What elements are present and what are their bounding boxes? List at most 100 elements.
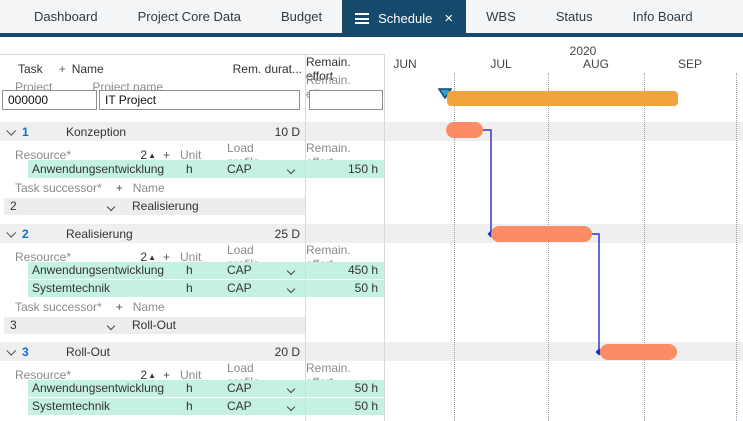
successor-name-cell: Realisierung <box>132 199 199 213</box>
resource-row[interactable]: Systemtechnik h CAP 50 h <box>0 397 743 415</box>
resource-row[interactable]: Anwendungsentwicklung h CAP 450 h <box>0 261 743 279</box>
add-resource-button[interactable]: + <box>162 368 170 382</box>
successor-name-cell: Roll-Out <box>132 318 177 332</box>
task-rem-duration: 20 D <box>274 344 300 359</box>
collapse-task-icon[interactable] <box>6 345 17 356</box>
gantt-bar-project[interactable] <box>447 91 678 106</box>
column-separator <box>384 54 385 421</box>
tab-schedule-active[interactable]: Schedule × <box>342 0 467 37</box>
tab-budget[interactable]: Budget <box>280 9 323 24</box>
sort-asc-icon: ▲ <box>148 252 156 262</box>
gantt-bar-roll-out[interactable] <box>600 344 677 360</box>
tab-project-core-data[interactable]: Project Core Data <box>137 9 241 24</box>
resource-remain-effort-cell[interactable]: 150 h <box>306 159 384 178</box>
resource-load-profile-cell[interactable]: CAP <box>227 281 252 295</box>
resource-name-cell[interactable]: Anwendungsentwicklung <box>32 161 165 176</box>
add-task-button[interactable]: + <box>58 62 66 76</box>
sort-indicator[interactable]: 2 ▲ <box>140 368 156 382</box>
collapse-task-icon[interactable] <box>6 227 17 238</box>
task-name: Realisierung <box>66 226 133 241</box>
task-rem-duration: 25 D <box>274 226 300 241</box>
resource-remain-effort-cell[interactable]: 450 h <box>306 261 384 279</box>
col-header-task-successor: Task successor* <box>15 299 102 314</box>
project-id-input[interactable] <box>2 90 97 110</box>
task-number: 3 <box>22 344 29 359</box>
task-row[interactable]: 3 Roll-Out 20 D <box>0 342 743 361</box>
sort-indicator[interactable]: 2 ▲ <box>140 148 156 162</box>
col-header-task: Task <box>18 62 43 76</box>
task-number: 1 <box>22 124 29 139</box>
tab-bar: Dashboard Project Core Data Budget Sched… <box>0 0 743 37</box>
successor-number-cell[interactable]: 3 <box>10 318 17 332</box>
tab-status[interactable]: Status <box>555 9 593 24</box>
project-name-input[interactable] <box>99 90 300 110</box>
tab-dashboard[interactable]: Dashboard <box>34 9 98 24</box>
tab-info-board[interactable]: Info Board <box>632 9 693 24</box>
project-row <box>0 89 743 111</box>
successor-number-cell[interactable]: 2 <box>10 199 17 213</box>
resource-name-cell[interactable]: Anwendungsentwicklung <box>32 263 165 277</box>
resource-load-profile-cell[interactable]: CAP <box>227 161 252 176</box>
resource-row[interactable]: Anwendungsentwicklung h CAP 150 h <box>0 159 743 178</box>
sort-asc-icon: ▲ <box>148 150 156 160</box>
project-remain-effort-input[interactable] <box>309 90 383 110</box>
resource-load-profile-cell[interactable]: CAP <box>227 263 252 277</box>
schedule-view: Task + Name Rem. durat... Remain. effort… <box>0 37 743 421</box>
gantt-bar-realisierung[interactable] <box>491 226 592 242</box>
successor-row[interactable]: 2 Realisierung <box>0 197 743 215</box>
resource-name-cell[interactable]: Anwendungsentwicklung <box>32 381 165 395</box>
col-header-name: Name <box>71 62 104 76</box>
hamburger-menu-icon[interactable] <box>355 13 370 24</box>
collapse-task-icon[interactable] <box>6 125 17 136</box>
resource-header-row: Resource* 2▲ + Unit Load profile Remain.… <box>0 361 743 389</box>
successor-dropdown-icon[interactable] <box>106 202 116 212</box>
col-header-task-successor: Task successor* <box>15 180 102 195</box>
add-successor-button[interactable]: + <box>115 180 123 195</box>
task-name: Konzeption <box>66 124 127 139</box>
col-header-resource: Resource* <box>15 148 72 162</box>
resource-unit-cell[interactable]: h <box>186 263 193 277</box>
resource-name-cell[interactable]: Systemtechnik <box>32 399 111 413</box>
column-separator <box>305 54 306 421</box>
resource-header-row: Resource* 2▲ + Unit Load profile Remain.… <box>0 141 743 169</box>
resource-remain-effort-cell[interactable]: 50 h <box>306 397 384 415</box>
task-rem-duration: 10 D <box>274 124 300 139</box>
resource-unit-cell[interactable]: h <box>186 381 193 395</box>
task-row[interactable]: 1 Konzeption 10 D <box>0 122 743 141</box>
tab-schedule-label: Schedule <box>378 11 433 26</box>
close-tab-icon[interactable]: × <box>444 10 454 27</box>
table-header-row: Task + Name Rem. durat... Remain. effort <box>0 55 743 83</box>
task-name: Roll-Out <box>66 344 111 359</box>
resource-unit-cell[interactable]: h <box>186 281 193 295</box>
resource-unit-cell[interactable]: h <box>186 161 193 176</box>
load-profile-dropdown-icon[interactable] <box>286 266 296 276</box>
tab-wbs[interactable]: WBS <box>486 9 516 24</box>
add-successor-button[interactable]: + <box>115 299 123 314</box>
successor-row[interactable]: 3 Roll-Out <box>0 316 743 334</box>
col-header-resource: Resource* <box>15 368 72 382</box>
successor-dropdown-icon[interactable] <box>106 321 116 331</box>
project-header-row: Project Project name Remain. effort <box>0 73 743 101</box>
resource-unit-cell[interactable]: h <box>186 399 193 413</box>
add-resource-button[interactable]: + <box>162 250 170 264</box>
resource-row[interactable]: Systemtechnik h CAP 50 h <box>0 279 743 297</box>
header-top-border <box>0 54 385 55</box>
resource-load-profile-cell[interactable]: CAP <box>227 381 252 395</box>
resource-load-profile-cell[interactable]: CAP <box>227 399 252 413</box>
resource-remain-effort-cell[interactable]: 50 h <box>306 279 384 297</box>
load-profile-dropdown-icon[interactable] <box>286 284 296 294</box>
load-profile-dropdown-icon[interactable] <box>286 402 296 412</box>
col-header-rem-duration: Rem. durat... <box>232 62 302 76</box>
task-row[interactable]: 2 Realisierung 25 D <box>0 224 743 243</box>
gantt-bar-konzeption[interactable] <box>446 122 483 138</box>
resource-row[interactable]: Anwendungsentwicklung h CAP 50 h <box>0 379 743 397</box>
resource-remain-effort-cell[interactable]: 50 h <box>306 379 384 397</box>
load-profile-dropdown-icon[interactable] <box>286 165 296 174</box>
load-profile-dropdown-icon[interactable] <box>286 384 296 394</box>
col-header-successor-name: Name <box>132 299 165 314</box>
resource-name-cell[interactable]: Systemtechnik <box>32 281 111 295</box>
task-number: 2 <box>22 226 29 241</box>
add-resource-button[interactable]: + <box>162 148 170 162</box>
col-header-resource: Resource* <box>15 250 72 264</box>
sort-indicator[interactable]: 2 ▲ <box>140 250 156 264</box>
